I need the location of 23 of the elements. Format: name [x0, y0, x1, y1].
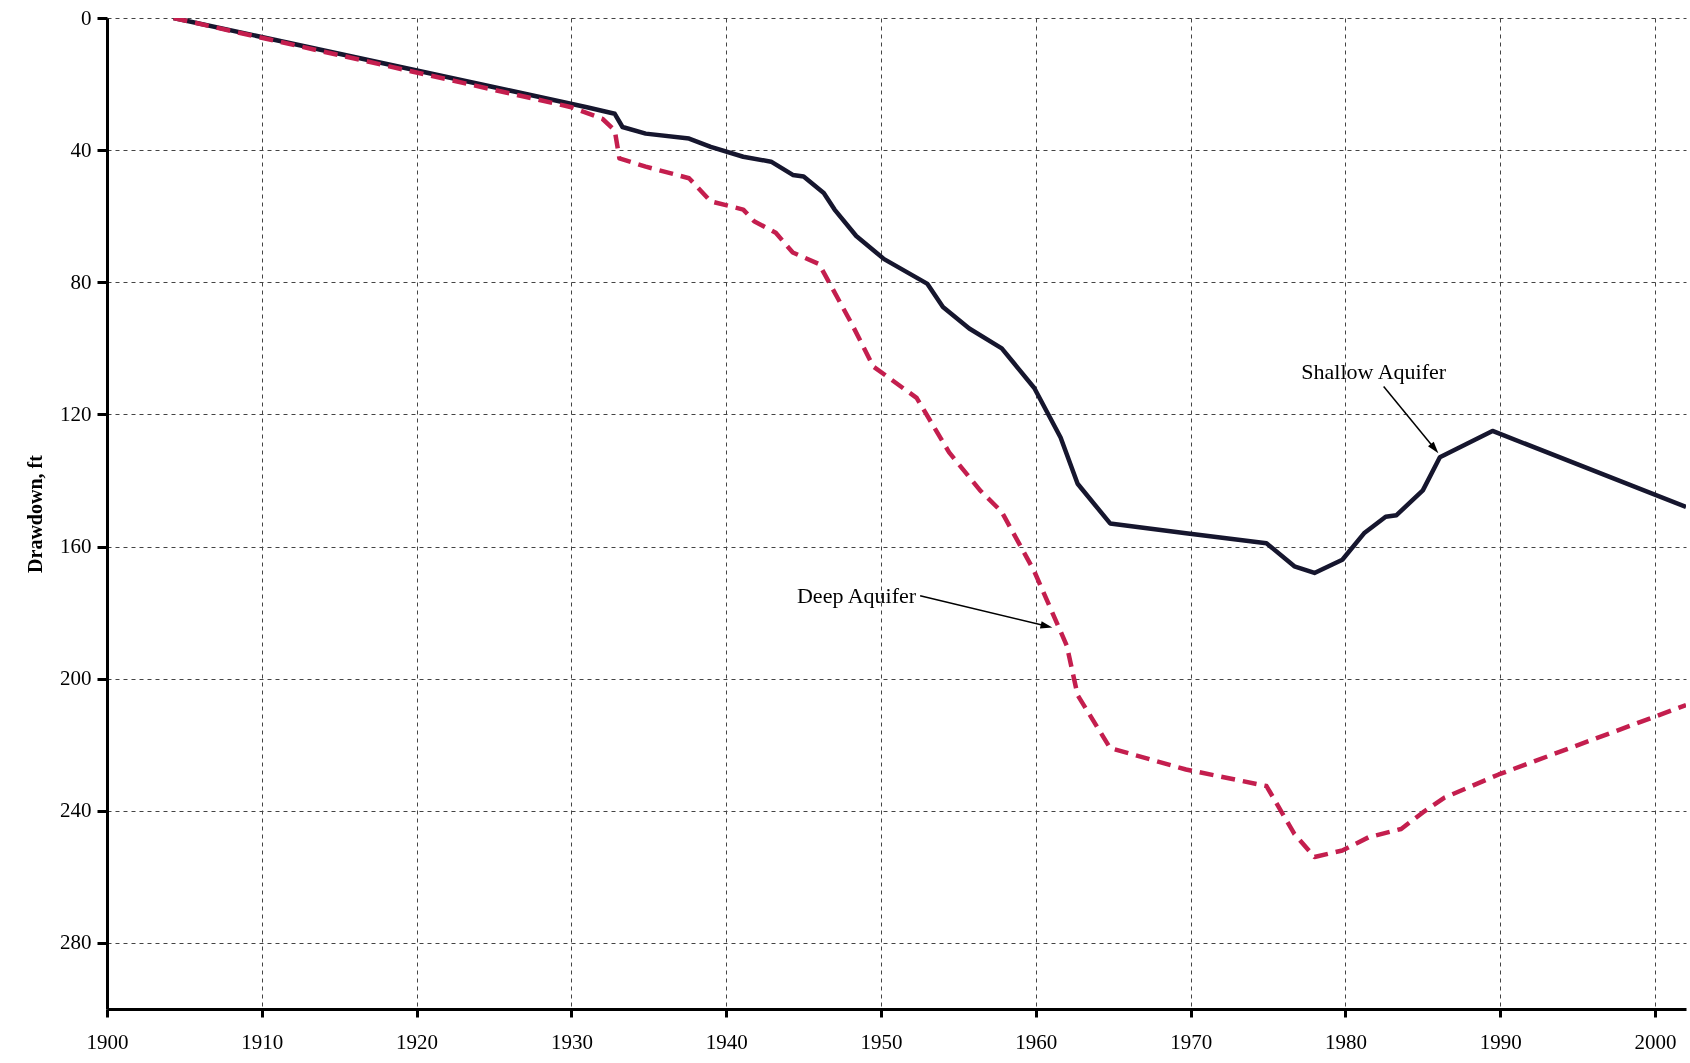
y-tick-label: 160 [60, 534, 92, 559]
y-tick-label: 240 [60, 798, 92, 823]
y-tick-label: 120 [60, 401, 92, 426]
x-tick-label: 1940 [705, 1029, 748, 1054]
y-axis-title: Drawdown, ft [24, 454, 46, 573]
x-tick-label: 1920 [396, 1029, 439, 1054]
y-tick-label: 0 [81, 5, 92, 30]
x-tick-label: 1990 [1479, 1029, 1522, 1054]
annotation: Deep Aquifer [796, 582, 917, 608]
x-tick-label: 1960 [1015, 1029, 1058, 1054]
y-tick-label: 80 [70, 269, 92, 294]
x-tick-label: 1930 [550, 1029, 593, 1054]
line-series [171, 18, 1686, 860]
x-tick-label: 2000 [1634, 1029, 1677, 1054]
x-tick-label: 1900 [86, 1029, 129, 1054]
x-tick-label: 1910 [241, 1029, 284, 1054]
x-tick-label: 1970 [1170, 1029, 1213, 1054]
y-tick-label: 280 [60, 930, 92, 955]
x-tick-label: 1950 [860, 1029, 903, 1054]
y-tick-label: 200 [60, 666, 92, 691]
annotation: Shallow Aquifer [1301, 359, 1447, 385]
y-tick-label: 40 [70, 137, 92, 162]
x-tick-label: 1980 [1324, 1029, 1367, 1054]
